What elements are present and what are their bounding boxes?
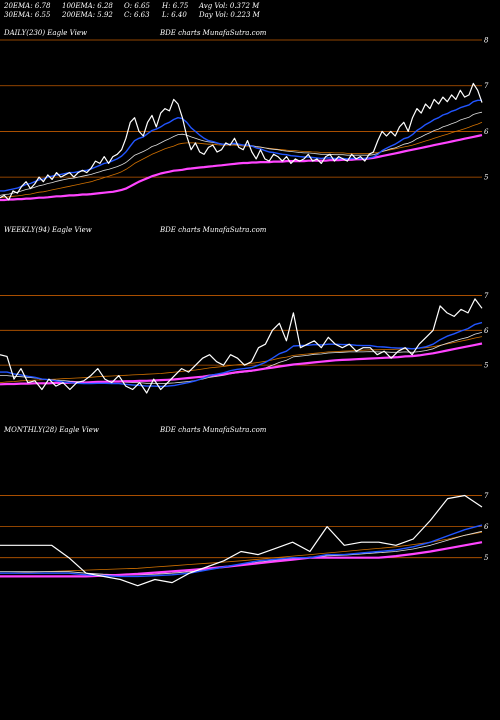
weekly-panel-label: WEEKLY(94) Eagle View	[4, 226, 92, 234]
monthly-ema-mid-line	[0, 530, 483, 576]
weekly-ema-mid-line	[0, 332, 483, 385]
monthly-ema-orange-line	[0, 531, 483, 574]
monthly-y-tick-label: 6	[484, 523, 489, 531]
daily-ema-orange-line	[0, 121, 483, 199]
ema200-stat: 200EMA: 5.92	[62, 11, 113, 19]
daily-panel-label: DAILY(230) Eagle View	[4, 29, 87, 37]
avg-vol-stat: Avg Vol: 0.372 M	[199, 2, 260, 10]
weekly-ema-fast-line	[0, 321, 483, 388]
monthly-y-tick-label: 5	[484, 554, 489, 562]
weekly-y-tick-label: 5	[484, 362, 489, 370]
ema30-stat: 30EMA: 6.55	[4, 11, 51, 19]
day-vol-stat: Day Vol: 0.223 M	[199, 11, 260, 19]
weekly-ema-orange-line	[0, 336, 483, 383]
weekly-y-tick-label: 7	[484, 292, 489, 300]
weekly-price-line	[0, 298, 483, 394]
close-stat: C: 6.63	[124, 11, 150, 19]
daily-y-tick-label: 5	[484, 174, 489, 182]
weekly-y-tick-label: 6	[484, 327, 489, 335]
ema100-stat: 100EMA: 6.28	[62, 2, 113, 10]
daily-price-line	[0, 82, 483, 201]
daily-y-tick-label: 6	[484, 128, 489, 136]
daily-ema-slow-line	[0, 134, 483, 202]
monthly-y-tick-label: 7	[484, 492, 489, 500]
monthly-price-line	[0, 494, 483, 587]
monthly-panel-source: BDE charts MunafaSutra.com	[160, 426, 267, 434]
monthly-ema-slow-line	[0, 541, 483, 578]
monthly-ema-fast-line	[0, 524, 483, 578]
weekly-panel-source: BDE charts MunafaSutra.com	[160, 226, 267, 234]
ema20-stat: 20EMA: 6.78	[4, 2, 51, 10]
monthly-panel-label: MONTHLY(28) Eagle View	[4, 426, 99, 434]
weekly-ema-slow-line	[0, 342, 483, 386]
daily-y-tick-label: 8	[484, 37, 489, 45]
daily-y-tick-label: 7	[484, 82, 489, 90]
high-stat: H: 6.75	[162, 2, 189, 10]
daily-panel-source: BDE charts MunafaSutra.com	[160, 29, 267, 37]
low-stat: L: 6.40	[162, 11, 187, 19]
open-stat: O: 6.65	[124, 2, 150, 10]
